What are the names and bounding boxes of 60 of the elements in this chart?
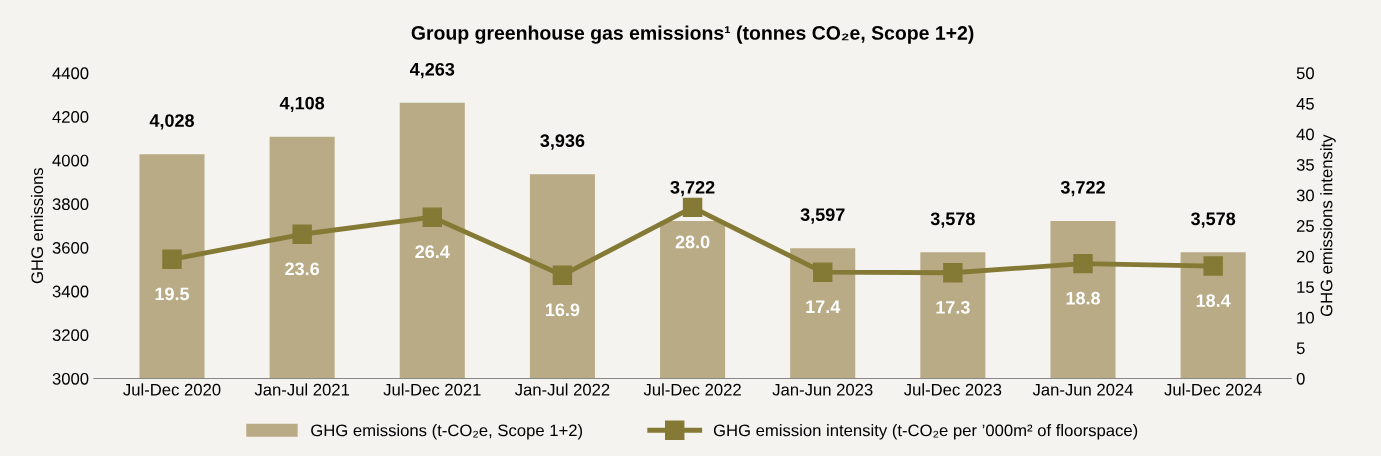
y2-axis-title: GHG emissions intensity	[1320, 134, 1336, 317]
x-tick-label: Jul-Dec 2020	[123, 383, 221, 396]
y2-tick-label: 30	[1296, 189, 1314, 202]
data-label: 4,263	[409, 62, 455, 79]
y-tick-label: 3200	[52, 329, 89, 342]
data-label: 3,722	[1060, 180, 1105, 197]
y2-tick-label: 25	[1296, 220, 1314, 232]
y2-tick-label: 50	[1296, 67, 1314, 80]
data-label: 23.6	[285, 262, 320, 276]
point	[1203, 256, 1223, 276]
x-tick-label: Jul-Dec 2023	[904, 383, 1002, 396]
y2-tick-label: 40	[1296, 128, 1314, 141]
x-tick-label: Jul-Dec 2022	[643, 383, 741, 396]
legend-label: GHG emission intensity (t-CO₂e per ’000m² of floorspace)	[713, 424, 1138, 440]
point	[162, 249, 182, 270]
legend-label: GHG emissions (t-CO₂e, Scope 1+2)	[311, 424, 583, 440]
data-label: 3,722	[670, 180, 715, 197]
data-label: 26.4	[415, 245, 450, 259]
point	[292, 224, 312, 244]
data-label: 17.3	[936, 300, 970, 314]
point	[1073, 253, 1093, 274]
data-label: 3,936	[540, 134, 585, 150]
data-label: 18.4	[1196, 294, 1231, 308]
y2-tick-label: 0	[1296, 372, 1305, 385]
chart-title: Group greenhouse gas emissions¹ (tonnes CO₂e, Scope 1+2)	[411, 25, 974, 44]
data-label: 3,578	[930, 212, 975, 228]
data-label: 19.5	[155, 287, 190, 301]
y2-tick-label: 5	[1296, 342, 1305, 355]
y2-tick-label: 20	[1296, 250, 1314, 263]
point	[682, 197, 703, 218]
data-label: 3,578	[1190, 212, 1236, 228]
y-tick-label: 4400	[52, 67, 89, 80]
data-label: 16.9	[546, 303, 580, 317]
x-tick-label: Jan-Jun 2023	[772, 383, 873, 396]
point	[812, 262, 833, 282]
y-tick-label: 3400	[52, 285, 89, 298]
y-axis-title: GHG emissions	[30, 167, 44, 284]
x-tick-label: Jan-Jul 2021	[254, 383, 350, 396]
y2-tick-label: 35	[1296, 159, 1314, 171]
y-tick-label: 3800	[52, 198, 89, 211]
y2-tick-label: 10	[1297, 311, 1314, 324]
y2-tick-label: 15	[1297, 281, 1314, 294]
data-label: 4,108	[279, 96, 325, 113]
data-label: 17.4	[806, 300, 841, 313]
x-tick-label: Jul-Dec 2024	[1164, 383, 1262, 396]
data-label: 28.0	[675, 235, 710, 249]
data-label: 18.8	[1066, 291, 1101, 305]
y-tick-label: 4000	[52, 154, 89, 167]
y-tick-label: 3000	[52, 372, 89, 385]
y2-tick-label: 45	[1296, 98, 1314, 110]
point	[552, 265, 573, 285]
point	[943, 263, 963, 283]
y-tick-label: 4200	[52, 111, 89, 123]
point	[422, 207, 443, 227]
data-label: 4,028	[149, 114, 195, 130]
data-label: 3,597	[800, 208, 845, 224]
x-tick-label: Jul-Dec 2021	[383, 383, 481, 396]
x-tick-label: Jan-Jul 2022	[514, 383, 610, 396]
y-tick-label: 3600	[52, 241, 89, 254]
x-tick-label: Jan-Jun 2024	[1032, 383, 1134, 396]
